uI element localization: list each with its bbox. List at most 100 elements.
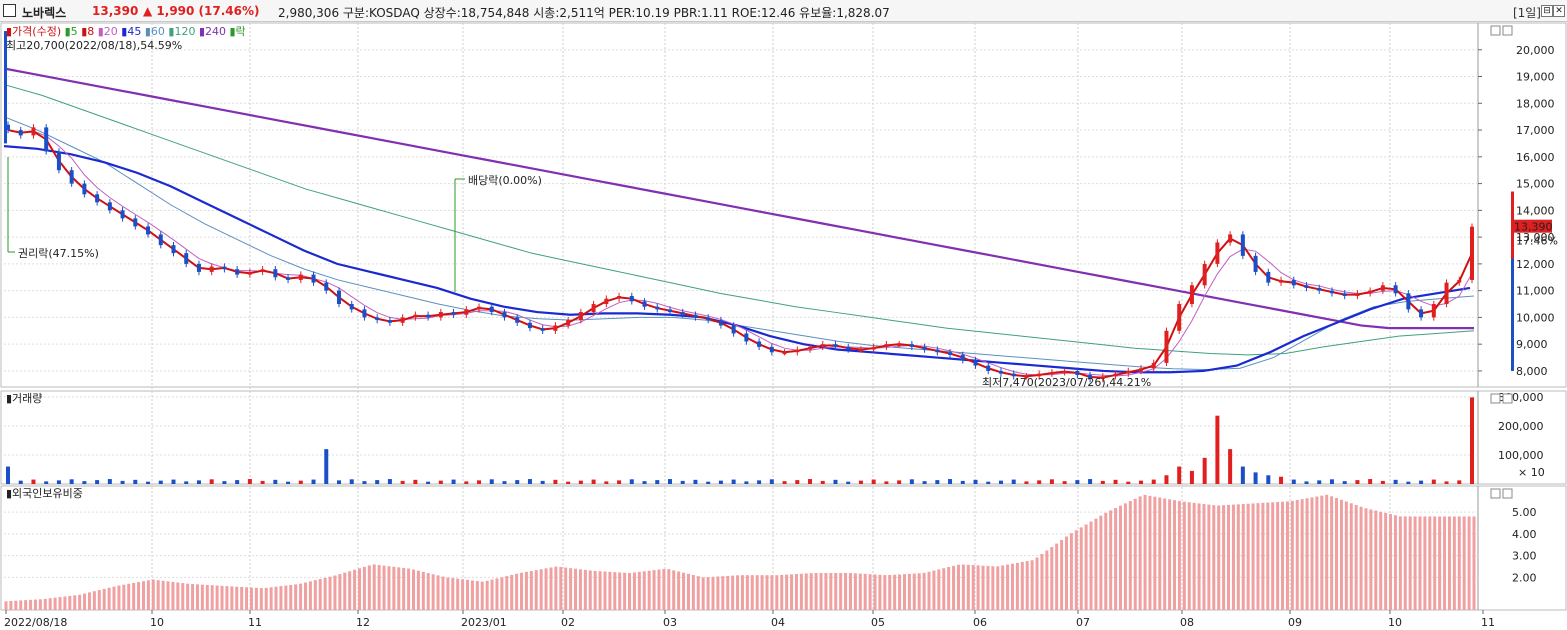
restore-icon[interactable]: ⊟: [1541, 5, 1553, 17]
foreign-bar: [961, 564, 965, 610]
volume-bar: [617, 480, 622, 484]
foreign-bar: [1089, 521, 1093, 610]
foreign-bar: [1418, 516, 1422, 610]
select-checkbox[interactable]: [3, 4, 16, 17]
x-tick-label: 11: [1481, 616, 1495, 629]
foreign-bar: [1374, 510, 1378, 610]
volume-bar: [336, 480, 341, 484]
volume-bar: [82, 481, 87, 484]
candle-body: [349, 304, 354, 310]
foreign-bar: [1413, 516, 1417, 610]
foreign-bar: [1064, 536, 1068, 610]
foreign-bar: [677, 571, 681, 610]
foreign-bar: [102, 588, 106, 610]
foreign-bar: [38, 599, 42, 610]
foreign-bar: [195, 584, 199, 610]
candle-body: [897, 344, 902, 347]
foreign-bar: [210, 585, 214, 610]
candle-body: [973, 360, 978, 366]
foreign-bar: [176, 582, 180, 610]
panel-close-icon: [1502, 393, 1513, 404]
foreign-bar: [132, 582, 136, 610]
foreign-tick-label: 4.00: [1512, 528, 1537, 541]
candle-body: [986, 365, 991, 371]
x-tick-label: 2022/08/18: [4, 616, 67, 629]
candle-body: [1406, 293, 1411, 310]
volume-bar: [171, 479, 176, 484]
volume-bar: [820, 480, 825, 484]
high-note: 최고20,700(2022/08/18),54.59%: [6, 39, 182, 52]
foreign-bar: [1025, 561, 1029, 610]
volume-bar: [846, 481, 851, 484]
foreign-bar: [1055, 543, 1059, 610]
price-legend-item: ▮60: [145, 25, 169, 38]
candle-body: [375, 317, 380, 321]
volume-bar: [1088, 479, 1093, 484]
foreign-bar: [706, 577, 710, 610]
volume-bar: [1049, 479, 1054, 484]
title-bar: 노바렉스 13,390 ▲ 1,990 (17.46%) 2,980,306 구…: [0, 0, 1567, 22]
candle-body: [489, 306, 494, 313]
stock-chart[interactable]: 2022/08/18 10 11 12 2023/01 02 03 04 05 06 07 08 09 1…: [0, 22, 1567, 630]
price-tick-label: 16,000: [1516, 151, 1555, 164]
candle-body: [808, 346, 813, 350]
foreign-bar: [858, 573, 862, 610]
foreign-bar: [490, 579, 494, 610]
volume-bar: [477, 480, 482, 484]
volume-bar: [566, 481, 571, 484]
foreign-bar: [1040, 554, 1044, 610]
foreign-bar: [1271, 502, 1275, 610]
foreign-bar: [141, 581, 145, 610]
candle-body: [693, 314, 698, 318]
foreign-bar: [1344, 501, 1348, 610]
foreign-bar: [1153, 496, 1157, 610]
foreign-bar: [1276, 501, 1280, 610]
volume-bar: [107, 479, 112, 484]
period-selector[interactable]: [1일]: [1512, 6, 1541, 20]
foreign-bar: [1393, 515, 1397, 610]
foreign-bar: [181, 583, 185, 610]
close-icon[interactable]: ✕: [1553, 5, 1565, 17]
volume-bar: [591, 479, 596, 484]
foreign-bar: [1123, 503, 1127, 610]
foreign-bar: [632, 572, 636, 610]
foreign-bar: [883, 575, 887, 610]
candle-body: [1215, 242, 1220, 264]
candle-body: [1164, 330, 1169, 363]
foreign-bar: [426, 573, 430, 610]
foreign-bar: [1173, 500, 1177, 610]
foreign-bar: [4, 601, 8, 610]
foreign-bar: [9, 601, 13, 610]
foreign-bar: [971, 565, 975, 610]
foreign-bar: [1281, 501, 1285, 610]
candle-body: [1024, 376, 1029, 379]
volume-bar: [133, 479, 138, 484]
foreign-bar: [33, 599, 37, 610]
foreign-bar: [750, 575, 754, 610]
candle-body: [1457, 279, 1462, 283]
foreign-bar: [1423, 516, 1427, 610]
foreign-bar: [996, 566, 1000, 610]
foreign-bar: [480, 581, 484, 610]
volume-bar: [1228, 449, 1233, 484]
candle-body: [336, 290, 341, 305]
volume-bar: [1164, 475, 1169, 484]
price-legend-item: ▮240: [199, 25, 230, 38]
ma240-line: [3, 67, 1474, 330]
foreign-bar: [510, 574, 514, 610]
foreign-bar: [578, 569, 582, 610]
candle-body: [1228, 234, 1233, 243]
foreign-bar: [731, 575, 735, 610]
candle-body: [502, 312, 507, 318]
candle-body: [95, 194, 100, 203]
foreign-bar: [137, 582, 141, 610]
candle-body: [667, 309, 672, 313]
foreign-bar: [608, 571, 612, 610]
foreign-bar: [249, 587, 253, 610]
candle-body: [1139, 368, 1144, 371]
candle-body: [44, 127, 49, 152]
volume-bar: [1177, 466, 1182, 484]
volume-bar: [935, 480, 940, 484]
foreign-bar: [1433, 516, 1437, 610]
volume-bar: [349, 479, 354, 484]
